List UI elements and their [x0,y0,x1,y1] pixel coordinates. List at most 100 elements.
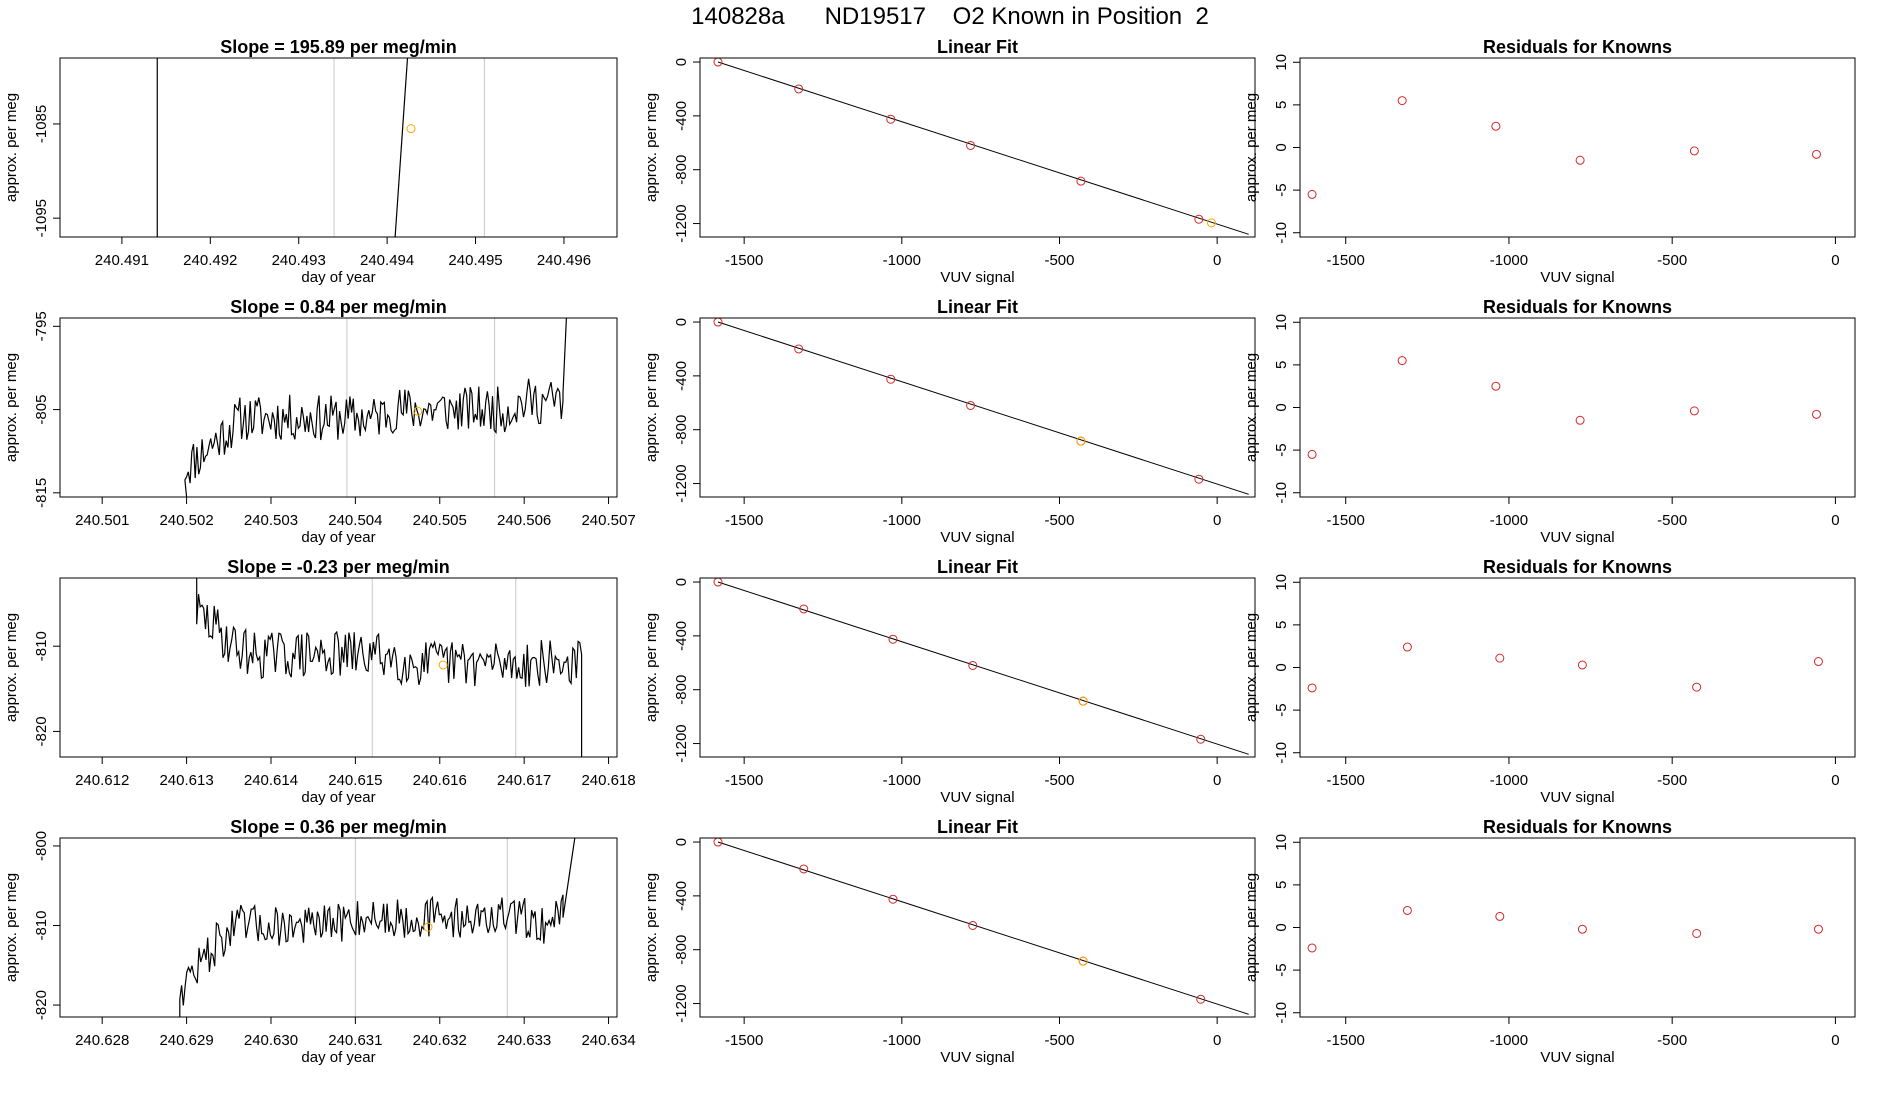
y-axis-label: approx. per meg [3,93,20,202]
current-point-marker [406,124,416,134]
x-tick-label: -1000 [1490,772,1528,789]
plot-frame [699,317,1256,498]
data-point [1196,734,1206,744]
data-point [1307,683,1317,693]
fit-line [717,321,1249,495]
plot-area [1307,356,1821,459]
y-tick-label: -1085 [33,105,50,143]
data-point [1689,406,1699,416]
data-point [1577,660,1587,670]
data-point [1692,928,1702,938]
data-point [888,894,898,904]
x-tick-label: 240.504 [328,512,382,529]
data-line [179,838,576,1017]
x-tick-label: 0 [1831,1032,1839,1049]
data-point [799,604,809,614]
y-tick-label: -5 [1273,963,1290,976]
x-axis-label: VUV signal [940,269,1014,286]
panel-residuals-row-1: Residuals for Knowns -1500 -1000 -500 0 VUV s… [1243,37,1856,286]
fit-line [717,61,1249,235]
x-tick-label: 0 [1831,252,1839,269]
x-tick-label: 240.505 [413,512,467,529]
x-tick-label: 240.629 [159,1032,213,1049]
x-axis-label: day of year [301,529,375,546]
panel-title: Residuals for Knowns [1483,297,1672,317]
y-tick-label: -1200 [673,724,690,762]
plot-frame [59,57,618,238]
data-point [1307,943,1317,953]
x-tick-label: -1000 [1490,512,1528,529]
current-point-marker [423,922,433,932]
x-tick-label: -1000 [883,252,921,269]
x-axis-label: VUV signal [940,1049,1014,1066]
plot-area [713,838,1249,1015]
data-point [1813,924,1823,934]
y-tick-label: -1200 [673,464,690,502]
x-axis-label: VUV signal [1540,789,1614,806]
x-axis-label: VUV signal [940,789,1014,806]
x-tick-label: -1000 [1490,1032,1528,1049]
data-point [1397,96,1407,106]
x-tick-label: -500 [1657,1032,1687,1049]
y-tick-label: -10 [1273,482,1290,504]
panel-linear-fit-row-4: Linear Fit -1500 -1000 -500 0 VUV signal 0 -400… [643,817,1256,1066]
y-axis-label: approx. per meg [643,93,660,202]
highlight-point [1078,956,1088,966]
data-point [1307,449,1317,459]
x-tick-label: 240.502 [159,512,213,529]
y-tick-label: 0 [1273,663,1290,671]
panel-time-series-row-4: Slope = 0.36 per meg/min 240.628 240.629 24… [3,817,636,1066]
x-tick-label: 240.496 [537,252,591,269]
x-tick-label: 240.492 [183,252,237,269]
panel-title: Residuals for Knowns [1483,37,1672,57]
data-point [1811,409,1821,419]
x-tick-label: 0 [1213,772,1221,789]
x-tick-label: -1500 [1327,1032,1365,1049]
plot-frame [59,837,618,1018]
panel-time-series-row-3: Slope = -0.23 per meg/min 240.612 240.613 2… [3,557,636,806]
panel-linear-fit-row-3: Linear Fit -1500 -1000 -500 0 VUV signal 0 -400… [643,557,1256,806]
y-tick-label: -1200 [673,984,690,1022]
x-tick-label: -1500 [725,252,763,269]
x-tick-label: -500 [1657,772,1687,789]
data-point [888,634,898,644]
y-tick-label: -820 [33,716,50,746]
plot-area [1307,96,1821,199]
y-axis-label: approx. per meg [643,353,660,462]
panel-title: Slope = 195.89 per meg/min [220,37,457,57]
plot-frame [59,317,618,498]
y-tick-label: -400 [673,621,690,651]
y-tick-label: -800 [33,831,50,861]
plot-frame [699,837,1256,1018]
panel-title: Slope = 0.36 per meg/min [230,817,447,837]
x-tick-label: -1500 [725,772,763,789]
panel-time-series-row-1: Slope = 195.89 per meg/min 240.491 240.492… [3,37,618,286]
panel-title: Residuals for Knowns [1483,557,1672,577]
data-point [1575,155,1585,165]
x-axis-label: day of year [301,1049,375,1066]
data-line [196,578,583,757]
y-tick-label: 10 [1273,314,1290,331]
y-tick-label: -800 [673,415,690,445]
data-point [1575,415,1585,425]
x-tick-label: -1500 [725,512,763,529]
x-tick-label: 240.503 [244,512,298,529]
data-point [1491,121,1501,131]
panel-title: Residuals for Knowns [1483,817,1672,837]
y-tick-label: 0 [1273,143,1290,151]
y-tick-label: 0 [673,838,690,846]
x-tick-label: 240.630 [244,1032,298,1049]
panel-residuals-row-3: Residuals for Knowns -1500 -1000 -500 0 VUV s… [1243,557,1856,806]
y-tick-label: -795 [33,311,50,341]
y-axis-label: approx. per meg [1243,873,1260,982]
y-tick-label: -5 [1273,183,1290,196]
x-axis-label: VUV signal [1540,529,1614,546]
y-tick-label: -1200 [673,204,690,242]
x-tick-label: -500 [1044,772,1074,789]
panel-title: Linear Fit [937,37,1018,57]
plot-frame [699,577,1256,758]
x-tick-label: -1000 [883,772,921,789]
y-tick-label: 0 [673,578,690,586]
data-point [799,864,809,874]
y-axis-label: approx. per meg [643,873,660,982]
